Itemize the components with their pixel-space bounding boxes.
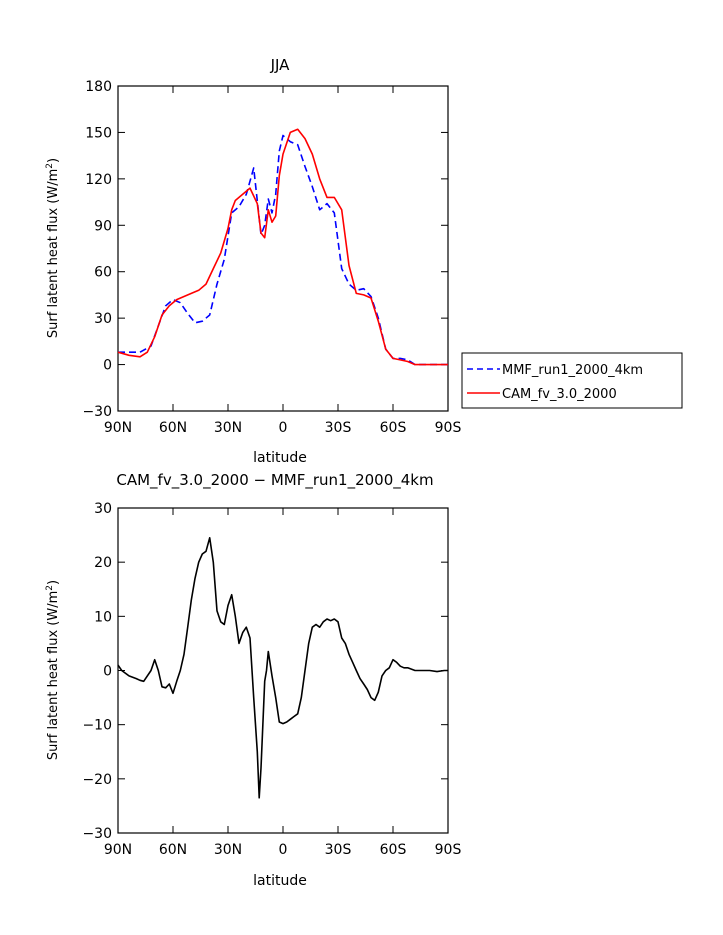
bottom-x-tick-label: 60S [380, 842, 407, 858]
top-x-tick-label: 90N [104, 420, 132, 436]
bottom-chart-title: CAM_fv_3.0_2000 − MMF_run1_2000_4km [116, 471, 433, 490]
top-y-tick-label: 0 [103, 358, 112, 374]
top-x-tick-label: 90S [435, 420, 462, 436]
bottom-x-tick-label: 30S [325, 842, 352, 858]
bottom-y-tick-label: 10 [94, 609, 112, 625]
bottom-x-tick-label: 30N [214, 842, 242, 858]
top-x-tick-label: 60S [380, 420, 407, 436]
top-y-tick-label: 180 [85, 79, 112, 95]
top-y-ticks: −30 0 30 60 90 120 150 180 [82, 79, 448, 420]
bottom-x-tick-label: 0 [279, 842, 288, 858]
bottom-x-tick-label: 90S [435, 842, 462, 858]
bottom-y-ticks: −30 −20 −10 0 10 20 30 [82, 501, 448, 842]
top-y-tick-label: 30 [94, 311, 112, 327]
top-chart-title: JJA [270, 56, 291, 74]
legend: MMF_run1_2000_4km CAM_fv_3.0_2000 [461, 352, 683, 409]
bottom-y-tick-label: 30 [94, 501, 112, 517]
top-y-axis-label: Surf latent heat flux (W/m2) [45, 158, 61, 338]
bottom-y-tick-label: 0 [103, 664, 112, 680]
legend-box [461, 352, 683, 409]
top-y-tick-label: −30 [82, 404, 112, 420]
legend-label-cam: CAM_fv_3.0_2000 [502, 387, 617, 402]
bottom-y-tick-label: −20 [82, 772, 112, 788]
bottom-panel: CAM_fv_3.0_2000 − MMF_run1_2000_4km −30−… [45, 471, 461, 889]
top-panel: JJA −30 0 30 60 90 120 150 180 90N 60N 30N 0 30S 60S… [45, 56, 461, 466]
bottom-y-tick-label: −10 [82, 718, 112, 734]
bottom-y-tick-label: −30 [82, 826, 112, 842]
top-y-tick-label: 60 [94, 265, 112, 281]
series-line-cam [117, 128, 448, 366]
bottom-plot-frame [117, 507, 449, 834]
top-x-tick-label: 30N [214, 420, 242, 436]
top-y-tick-label: 150 [85, 125, 112, 141]
bottom-y-tick-label: 20 [94, 555, 112, 571]
top-x-tick-label: 30S [325, 420, 352, 436]
bottom-x-tick-label: 90N [104, 842, 132, 858]
top-y-tick-label: 90 [94, 218, 112, 234]
bottom-series-lines [117, 536, 448, 799]
top-x-tick-label: 0 [279, 420, 288, 436]
top-x-axis-label: latitude [253, 450, 307, 466]
legend-label-mmf: MMF_run1_2000_4km [502, 363, 643, 378]
bottom-x-axis-label: latitude [253, 873, 307, 889]
top-series-lines [117, 128, 448, 366]
series-line-difference [117, 536, 448, 799]
top-x-tick-label: 60N [159, 420, 187, 436]
bottom-x-tick-label: 60N [159, 842, 187, 858]
series-line-mmf [118, 134, 448, 366]
bottom-x-ticks: 90N 60N 30N 0 30S 60S 90S [104, 508, 462, 858]
top-y-tick-label: 120 [85, 172, 112, 188]
top-x-ticks: 90N 60N 30N 0 30S 60S 90S [104, 86, 462, 436]
bottom-y-axis-label: Surf latent heat flux (W/m2) [45, 580, 61, 760]
